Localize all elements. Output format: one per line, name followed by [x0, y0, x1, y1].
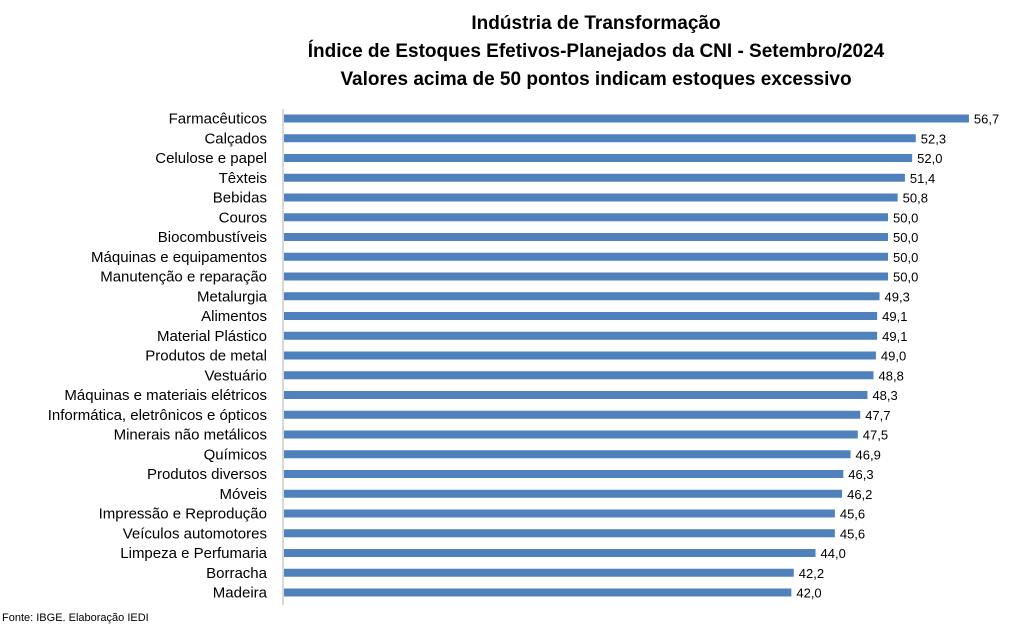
category-label: Couros	[219, 209, 267, 226]
value-label: 50,0	[893, 270, 918, 285]
value-label: 46,9	[856, 447, 881, 462]
value-label: 48,8	[879, 368, 904, 383]
source-note: Fonte: IBGE. Elaboração IEDI	[2, 612, 149, 624]
bar	[284, 489, 843, 498]
bar	[284, 213, 888, 222]
category-label: Material Plástico	[157, 328, 267, 345]
category-label: Celulose e papel	[155, 150, 267, 167]
value-label: 49,1	[882, 329, 907, 344]
value-label: 42,2	[799, 566, 824, 581]
category-label: Calçados	[204, 130, 267, 147]
category-label: Veículos automotores	[123, 525, 267, 542]
category-label: Alimentos	[201, 308, 267, 325]
bar	[284, 410, 861, 419]
value-label: 48,3	[872, 388, 897, 403]
bar	[284, 588, 792, 597]
bar	[284, 331, 878, 340]
chart-title-line-3: Valores acima de 50 pontos indicam estoq…	[340, 69, 852, 90]
value-label: 46,3	[848, 467, 873, 482]
value-label: 45,6	[840, 526, 865, 541]
category-label: Madeira	[213, 585, 268, 602]
category-label: Borracha	[206, 565, 268, 582]
chart-title: Indústria de Transformação Índice de Est…	[0, 10, 1012, 94]
category-label: Biocombustíveis	[158, 229, 267, 246]
category-label: Vestuário	[204, 367, 267, 384]
value-label: 42,0	[796, 586, 821, 601]
category-label: Produtos diversos	[147, 466, 267, 483]
bar	[284, 509, 835, 518]
value-label: 50,0	[893, 230, 918, 245]
bar	[284, 529, 835, 538]
category-labels-group: Farmacêuticos Calçados Celulose e papel Têx…	[48, 111, 268, 602]
bar	[284, 114, 969, 123]
category-label: Limpeza e Perfumaria	[120, 545, 267, 562]
value-label: 51,4	[910, 171, 935, 186]
bar	[284, 272, 888, 281]
value-label: 49,3	[885, 289, 910, 304]
value-label: 50,8	[903, 191, 928, 206]
category-label: Farmacêuticos	[169, 111, 267, 128]
value-labels-group: 56,7 52,3 52,0 51,4 50,8 50,0 50,0 50,0 50,0 49,3…	[796, 112, 999, 601]
bar	[284, 351, 876, 360]
bars-group	[284, 114, 969, 597]
category-label: Têxteis	[219, 170, 267, 187]
category-label: Impressão e Reprodução	[99, 506, 267, 523]
bar	[284, 292, 880, 301]
category-label: Minerais não metálicos	[114, 427, 267, 444]
value-label: 46,2	[847, 487, 872, 502]
bar	[284, 173, 905, 182]
bar	[284, 134, 916, 143]
bar	[284, 430, 858, 439]
chart-title-line-2: Índice de Estoques Efetivos-Planejados d…	[307, 41, 885, 62]
value-label: 49,1	[882, 309, 907, 324]
bar	[284, 470, 844, 478]
category-label: Metalurgia	[197, 288, 268, 305]
value-label: 45,6	[840, 507, 865, 522]
category-label: Máquinas e equipamentos	[91, 249, 267, 266]
value-label: 47,7	[865, 408, 890, 423]
bar	[284, 252, 888, 261]
bar	[284, 233, 888, 241]
bar	[284, 549, 816, 557]
category-label: Móveis	[219, 486, 267, 503]
value-label: 52,3	[921, 131, 946, 146]
value-label: 50,0	[893, 250, 918, 265]
category-label: Bebidas	[213, 190, 267, 207]
value-label: 44,0	[821, 546, 846, 561]
category-label: Manutenção e reparação	[100, 269, 267, 286]
category-label: Produtos de metal	[145, 348, 267, 365]
bar	[284, 568, 794, 577]
bar	[284, 193, 898, 202]
bar	[284, 450, 851, 459]
category-label: Informática, eletrônicos e ópticos	[48, 407, 267, 424]
chart-title-line-1: Indústria de Transformação	[471, 13, 721, 34]
bar	[284, 371, 874, 380]
bar	[284, 391, 868, 399]
value-label: 52,0	[917, 151, 942, 166]
value-label: 56,7	[974, 112, 999, 127]
bar	[284, 312, 878, 320]
category-label: Máquinas e materiais elétricos	[64, 387, 267, 404]
value-label: 49,0	[881, 349, 906, 364]
value-label: 47,5	[863, 428, 888, 443]
bar	[284, 154, 913, 162]
category-label: Químicos	[204, 446, 267, 463]
value-label: 50,0	[893, 210, 918, 225]
